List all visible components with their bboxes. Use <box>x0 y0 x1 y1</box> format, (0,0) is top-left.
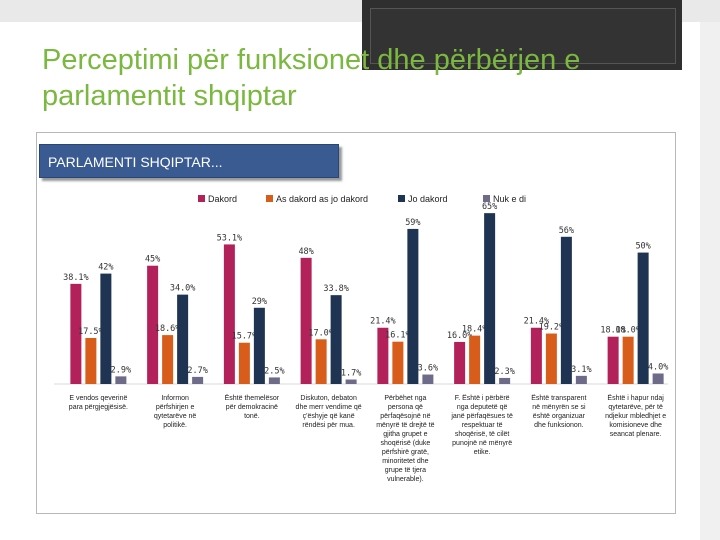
category-label: Është transparent në mënyrën se si është o… <box>531 394 586 429</box>
bar <box>192 376 204 384</box>
legend-swatch <box>198 195 205 202</box>
bar <box>100 273 112 384</box>
category-label: Është themelësor për demokracinë tonë. <box>225 394 280 420</box>
bar <box>499 377 511 384</box>
data-label: 18.6% <box>155 324 181 334</box>
legend-swatch <box>483 195 490 202</box>
data-label: 3.6% <box>418 364 438 374</box>
bar <box>162 335 174 384</box>
bar <box>377 327 389 384</box>
bar <box>454 341 466 384</box>
legend-swatch <box>266 195 273 202</box>
bar <box>238 342 250 384</box>
bar <box>484 213 496 384</box>
bar <box>407 228 419 384</box>
data-label: 59% <box>405 218 420 228</box>
bar <box>70 283 82 384</box>
bar <box>622 336 634 384</box>
bar <box>115 376 127 384</box>
legend-label: Nuk e di <box>493 194 526 204</box>
data-label: 19.2% <box>539 323 565 333</box>
data-label: 18.0% <box>600 326 626 336</box>
data-label: 34.0% <box>170 284 196 294</box>
data-label: 29% <box>252 297 267 307</box>
chart-title-banner: PARLAMENTI SHQIPTAR... <box>39 144 339 178</box>
legend-label: Dakord <box>208 194 237 204</box>
decorative-dark-box-inner <box>370 8 676 64</box>
bar <box>652 373 664 384</box>
bar <box>300 257 312 384</box>
bar <box>575 375 587 384</box>
bar <box>560 236 572 384</box>
bar <box>253 307 265 384</box>
bar <box>530 327 542 384</box>
data-label: 15.7% <box>232 332 258 342</box>
data-label: 18.0% <box>615 326 641 336</box>
slide-title: Perceptimi për funksionet dhe përbërjen … <box>42 44 581 112</box>
data-label: 16.0% <box>447 331 473 341</box>
data-label: 38.1% <box>63 273 89 283</box>
data-label: 33.8% <box>323 284 349 294</box>
data-label: 45% <box>145 255 160 265</box>
bar <box>545 333 557 384</box>
bar <box>268 377 280 384</box>
data-label: 21.4% <box>370 317 396 327</box>
bar <box>469 335 481 384</box>
bar <box>637 252 649 384</box>
bar <box>607 336 619 384</box>
data-label: 53.1% <box>217 233 243 243</box>
data-label: 21.4% <box>524 317 550 327</box>
data-label: 17.5% <box>78 327 104 337</box>
category-label: Informon përfshirjen e qytetarëve në politi… <box>154 395 197 429</box>
bar <box>85 338 97 384</box>
legend-label: Jo dakord <box>408 194 448 204</box>
data-label: 2.5% <box>264 366 284 376</box>
data-label: 16.1% <box>385 331 411 341</box>
data-label: 1.7% <box>341 369 361 379</box>
bar <box>177 294 189 384</box>
data-label: 18.4% <box>462 325 488 335</box>
category-label: F. Është i përbërë nga deputetë që janë pë… <box>450 394 513 456</box>
bar <box>392 341 404 384</box>
category-label: Diskuton, debaton dhe merr vendime që ç'ës… <box>296 395 362 429</box>
data-label: 4.0% <box>648 362 668 372</box>
bar <box>315 339 327 384</box>
category-label: Përbëhet nga persona që përfaqësojnë në mën… <box>376 395 434 483</box>
data-label: 3.1% <box>571 365 591 375</box>
legend-label: As dakord as jo dakord <box>276 194 368 204</box>
bar <box>422 374 434 384</box>
data-label: 42% <box>98 263 113 273</box>
bar <box>147 265 159 384</box>
bar <box>330 295 342 384</box>
category-label: Është i hapur ndaj qytetarëve, për të ndje… <box>605 394 666 438</box>
data-label: 50% <box>635 242 650 252</box>
data-label: 2.3% <box>494 367 514 377</box>
side-decoration-strip <box>700 22 720 540</box>
data-label: 17.0% <box>308 328 334 338</box>
data-label: 2.7% <box>187 366 207 376</box>
bar <box>345 379 357 384</box>
data-label: 48% <box>298 247 313 257</box>
legend-swatch <box>398 195 405 202</box>
category-label: E vendos qeverinë para përgjegjësisë. <box>69 395 128 411</box>
data-label: 56% <box>559 226 574 236</box>
data-label: 65% <box>482 202 497 212</box>
data-label: 2.9% <box>111 365 131 375</box>
bar <box>223 244 235 384</box>
